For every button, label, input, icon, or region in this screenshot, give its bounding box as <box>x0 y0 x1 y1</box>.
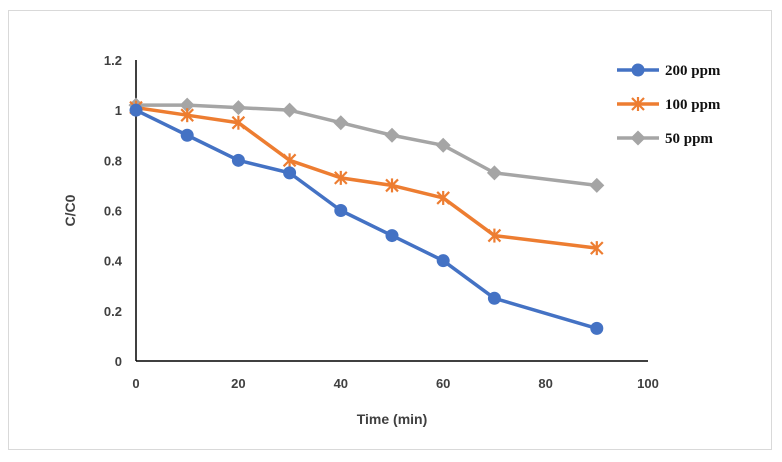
y-tick-labels: 0 0.2 0.4 0.6 0.8 1 1.2 <box>104 53 123 369</box>
data-point <box>333 115 349 131</box>
legend-label: 200 ppm <box>665 63 721 79</box>
data-point <box>334 204 348 217</box>
y-tick-label: 0 <box>115 354 122 369</box>
data-point <box>436 254 450 268</box>
y-tick-label: 0.2 <box>104 304 122 319</box>
y-tick-label: 0.4 <box>104 254 123 269</box>
data-point <box>385 178 399 193</box>
y-tick-label: 1.2 <box>104 53 122 68</box>
data-point <box>590 321 604 335</box>
legend-label: 50 ppm <box>665 131 713 147</box>
x-tick-label: 100 <box>637 376 659 391</box>
data-point <box>179 97 195 113</box>
legend-item: 100 ppm <box>617 97 721 113</box>
data-point <box>282 102 298 118</box>
data-point <box>487 291 501 305</box>
data-point <box>487 228 502 243</box>
data-point <box>282 153 297 168</box>
x-tick-label: 0 <box>132 376 139 391</box>
data-point <box>283 166 297 180</box>
data-point <box>435 137 451 153</box>
series-line <box>135 108 598 331</box>
data-point <box>180 128 194 142</box>
y-tick-label: 0.8 <box>104 153 122 168</box>
series-layer <box>128 97 605 335</box>
data-point <box>231 115 246 130</box>
data-point <box>630 130 646 146</box>
data-point <box>129 103 143 117</box>
x-tick-label: 80 <box>538 376 552 391</box>
data-point <box>486 165 502 181</box>
data-point <box>385 229 399 243</box>
data-point <box>436 190 450 205</box>
y-tick-label: 1 <box>115 103 122 118</box>
legend-item: 200 ppm <box>617 63 721 79</box>
x-tick-label: 20 <box>231 376 245 391</box>
legend-label: 100 ppm <box>665 97 721 113</box>
data-point <box>384 127 400 143</box>
x-tick-labels: 0 20 40 60 80 100 <box>132 376 658 391</box>
data-point <box>230 100 246 116</box>
x-tick-label: 60 <box>436 376 450 391</box>
x-axis-title: Time (min) <box>357 411 428 427</box>
data-point <box>180 108 194 123</box>
legend-item: 50 ppm <box>617 130 713 147</box>
legend: 200 ppm 100 ppm 50 ppm <box>617 63 721 147</box>
data-point <box>590 241 604 256</box>
y-axis-title: C/C0 <box>62 194 78 226</box>
data-point <box>334 170 348 185</box>
data-point <box>589 177 605 193</box>
data-point <box>631 63 645 77</box>
data-point <box>231 153 245 167</box>
y-tick-label: 0.6 <box>104 204 122 219</box>
data-point <box>631 97 645 111</box>
series-50-ppm <box>128 97 605 193</box>
series-200-ppm <box>129 103 604 335</box>
x-tick-label: 40 <box>334 376 348 391</box>
